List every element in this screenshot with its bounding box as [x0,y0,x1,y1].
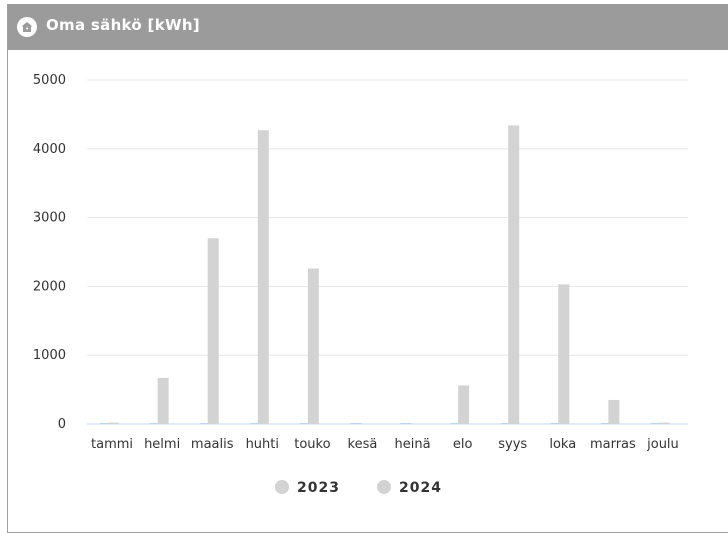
bar-2023[interactable] [550,423,562,424]
bar-2023[interactable] [500,423,512,424]
y-tick-label: 1000 [33,348,66,363]
bar-2024[interactable] [207,238,219,424]
bar-2024[interactable] [157,377,169,424]
y-tick-label: 2000 [33,279,66,294]
bar-2023[interactable] [100,423,112,424]
x-tick-label: elo [453,437,473,452]
y-tick-label: 0 [58,417,66,432]
bar-2023[interactable] [600,423,612,424]
chart-title: Oma sähkö [kWh] [46,16,200,34]
bar-2024[interactable] [508,125,520,425]
x-tick-label: marras [590,437,636,452]
chart-header: Oma sähkö [kWh] [8,4,728,50]
bar-2024[interactable] [658,422,670,424]
legend-marker[interactable] [275,480,289,494]
x-tick-label: syys [498,437,527,452]
x-tick-label: maalis [191,437,234,452]
x-tick-label: huhti [246,437,279,452]
x-tick-label: heinä [395,437,431,452]
bar-2024[interactable] [458,385,470,424]
bar-2023[interactable] [250,423,262,424]
home-icon [17,17,37,37]
y-tick-label: 4000 [33,142,66,157]
legend: 2023 2024 [275,480,442,496]
y-tick-label: 5000 [33,73,66,88]
legend-marker[interactable] [377,480,391,494]
bar-2024[interactable] [257,130,269,424]
bar-2023[interactable] [450,423,462,424]
bar-2024[interactable] [307,268,319,424]
x-tick-label: joulu [646,437,679,452]
x-tick-label: loka [549,437,576,452]
bars [100,125,670,425]
legend-label[interactable]: 2023 [297,480,340,496]
chart-panel: Oma sähkö [kWh] [7,4,728,533]
x-tick-label: kesä [348,437,378,452]
bar-2023[interactable] [300,423,312,424]
bar-2023[interactable] [150,423,162,424]
bar-2023[interactable] [200,423,212,424]
x-axis-ticks: tammi helmi maalis huhti touko kesä heinä elo sy… [91,437,679,452]
x-tick-label: touko [294,437,330,452]
bar-2024[interactable] [107,422,119,424]
grid-lines [87,79,688,425]
bar-2024[interactable] [608,399,620,424]
x-tick-label: helmi [144,437,180,452]
y-axis-ticks: 0 1000 2000 3000 4000 5000 [33,73,66,432]
x-tick-label: tammi [91,437,133,452]
bar-2023[interactable] [400,423,412,424]
legend-label[interactable]: 2024 [399,480,442,496]
bar-2023[interactable] [650,423,662,424]
bar-2023[interactable] [350,423,362,424]
bar-2024[interactable] [558,284,570,424]
y-tick-label: 3000 [33,211,66,226]
